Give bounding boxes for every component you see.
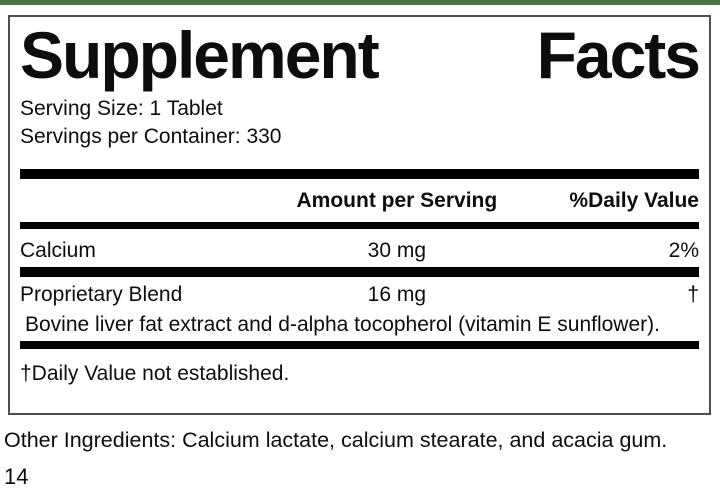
serving-size-text: Serving Size: 1 Tablet [20, 97, 223, 120]
servings-per-container-text: Servings per Container: 330 [20, 125, 282, 148]
nutrient-name: Proprietary Blend [20, 283, 183, 306]
nutrient-amount: 16 mg [367, 283, 427, 306]
amount-per-serving-header: Amount per Serving [296, 189, 498, 212]
header-divider [20, 222, 699, 229]
thick-divider-top [20, 169, 699, 179]
other-ingredients-text: Other Ingredients: Calcium lactate, calc… [4, 428, 668, 452]
title-word-supplement: Supplement [20, 18, 380, 92]
nutrient-daily-value: † [687, 283, 699, 306]
blend-description: Bovine liver fat extract and d-alpha toc… [25, 313, 660, 336]
green-accent-bar [0, 0, 720, 5]
daily-value-header: %Daily Value [569, 189, 699, 212]
row-divider [20, 267, 699, 277]
nutrient-amount: 30 mg [367, 239, 427, 262]
panel-title: Supplement Facts [20, 18, 701, 92]
nutrient-daily-value: 2% [668, 239, 699, 262]
page-number: 14 [4, 464, 29, 489]
table-header-row: Amount per Serving %Daily Value [20, 188, 699, 214]
table-row-proprietary-blend: Proprietary Blend 16 mg † [20, 282, 699, 308]
nutrient-name: Calcium [20, 239, 96, 262]
bottom-divider [20, 341, 699, 349]
daily-value-footnote: †Daily Value not established. [20, 362, 290, 385]
table-row-calcium: Calcium 30 mg 2% [20, 238, 699, 264]
supplement-facts-panel: Supplement Facts Serving Size: 1 Tablet … [8, 15, 711, 415]
title-word-facts: Facts [536, 18, 701, 92]
